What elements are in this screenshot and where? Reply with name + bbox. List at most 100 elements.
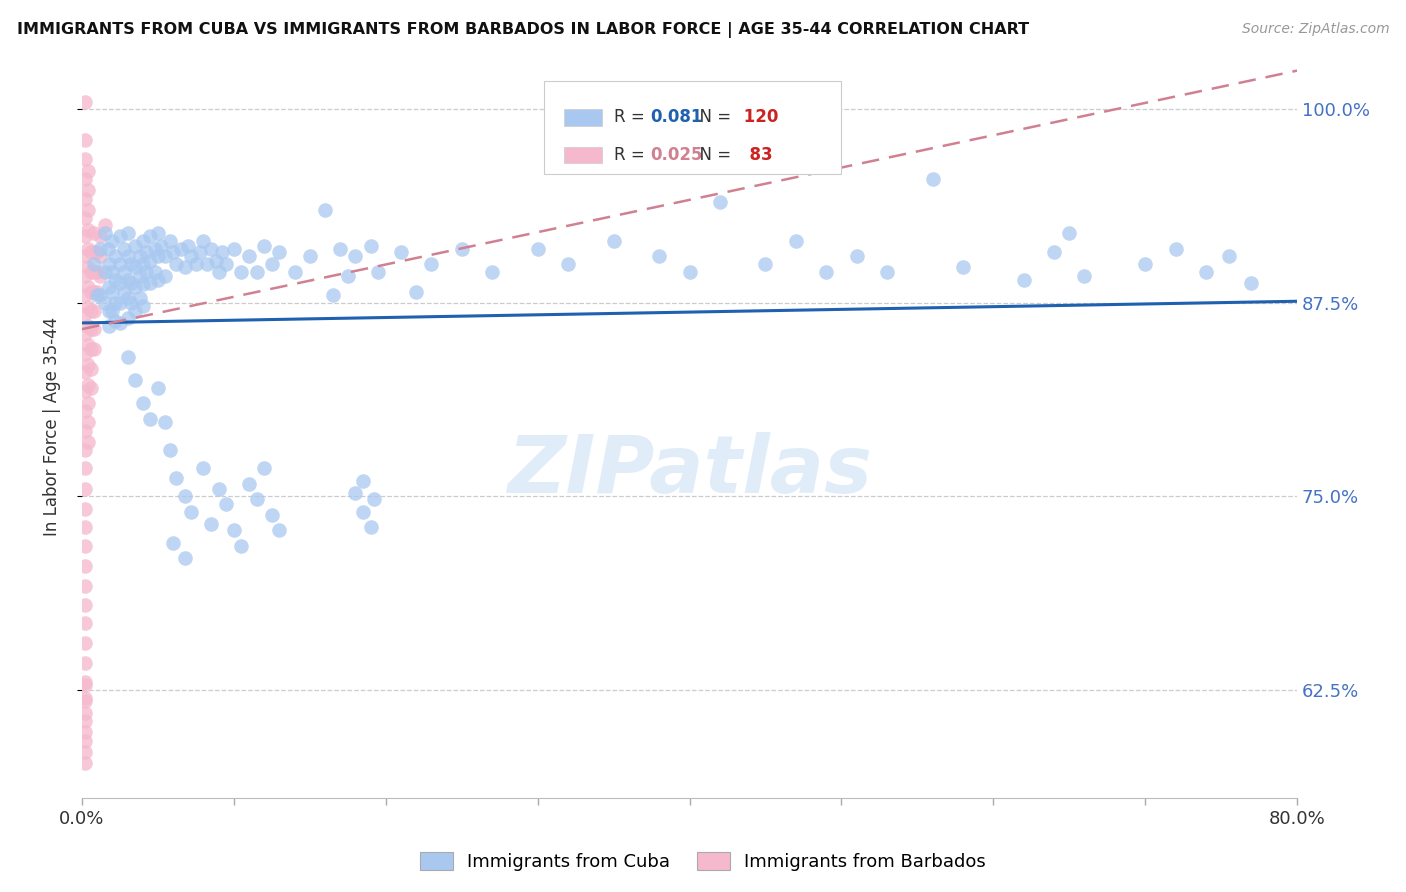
Text: IMMIGRANTS FROM CUBA VS IMMIGRANTS FROM BARBADOS IN LABOR FORCE | AGE 35-44 CORR: IMMIGRANTS FROM CUBA VS IMMIGRANTS FROM … bbox=[17, 22, 1029, 38]
Text: R =: R = bbox=[614, 146, 650, 164]
Point bbox=[73, 558, 96, 573]
Point bbox=[131, 396, 153, 410]
Point bbox=[73, 616, 96, 631]
Point bbox=[83, 285, 105, 299]
Point bbox=[83, 244, 105, 259]
Point bbox=[73, 269, 96, 284]
Point bbox=[80, 343, 103, 357]
Point bbox=[117, 272, 139, 286]
Point bbox=[190, 244, 212, 259]
Point bbox=[73, 539, 96, 553]
Point bbox=[83, 303, 105, 318]
Point bbox=[114, 242, 136, 256]
Point bbox=[159, 234, 181, 248]
Point bbox=[845, 249, 868, 263]
Point bbox=[73, 734, 96, 748]
Point bbox=[146, 381, 169, 395]
Point bbox=[86, 285, 108, 299]
Point bbox=[165, 257, 187, 271]
Point bbox=[77, 377, 100, 392]
Point bbox=[557, 257, 579, 271]
Point bbox=[77, 318, 100, 333]
Point bbox=[124, 238, 146, 252]
Point bbox=[284, 265, 307, 279]
Point bbox=[80, 265, 103, 279]
Point bbox=[80, 362, 103, 376]
Point bbox=[117, 311, 139, 326]
Point bbox=[108, 295, 131, 310]
Point bbox=[73, 745, 96, 759]
Point bbox=[77, 223, 100, 237]
Point bbox=[98, 280, 121, 294]
Point bbox=[89, 242, 111, 256]
Point bbox=[83, 265, 105, 279]
Legend: Immigrants from Cuba, Immigrants from Barbados: Immigrants from Cuba, Immigrants from Ba… bbox=[413, 846, 993, 879]
Point bbox=[73, 724, 96, 739]
Text: 0.025: 0.025 bbox=[651, 146, 703, 164]
Point bbox=[128, 291, 150, 305]
Point bbox=[193, 234, 215, 248]
Point bbox=[526, 242, 548, 256]
Point bbox=[648, 249, 671, 263]
Point bbox=[231, 539, 253, 553]
Point bbox=[73, 192, 96, 206]
Point bbox=[73, 675, 96, 690]
Text: 120: 120 bbox=[738, 108, 779, 127]
Point bbox=[352, 474, 374, 488]
Point bbox=[215, 497, 238, 511]
Point bbox=[77, 183, 100, 197]
Point bbox=[73, 229, 96, 244]
Point bbox=[450, 242, 472, 256]
Point bbox=[73, 133, 96, 147]
Point bbox=[120, 257, 142, 271]
Point bbox=[921, 172, 943, 186]
Point bbox=[180, 249, 202, 263]
Point bbox=[481, 265, 503, 279]
Point bbox=[80, 381, 103, 395]
Point bbox=[77, 396, 100, 410]
Point bbox=[73, 211, 96, 225]
Point bbox=[101, 265, 124, 279]
Point bbox=[89, 229, 111, 244]
Point bbox=[329, 242, 352, 256]
Point bbox=[124, 260, 146, 275]
Point bbox=[165, 471, 187, 485]
Point bbox=[143, 242, 166, 256]
Point bbox=[77, 337, 100, 351]
Point bbox=[73, 366, 96, 380]
Point bbox=[120, 295, 142, 310]
Point bbox=[117, 350, 139, 364]
Point bbox=[73, 288, 96, 302]
Point bbox=[108, 257, 131, 271]
Point bbox=[86, 288, 108, 302]
Point bbox=[195, 257, 218, 271]
Point bbox=[77, 301, 100, 315]
Point bbox=[77, 415, 100, 429]
Point bbox=[1133, 257, 1156, 271]
Point bbox=[1240, 276, 1263, 290]
Point bbox=[215, 257, 238, 271]
Point bbox=[73, 693, 96, 707]
Point bbox=[77, 280, 100, 294]
FancyBboxPatch shape bbox=[544, 81, 841, 174]
Point bbox=[101, 303, 124, 318]
Point bbox=[89, 269, 111, 284]
Text: 0.081: 0.081 bbox=[651, 108, 703, 127]
Point bbox=[155, 269, 177, 284]
Point bbox=[89, 249, 111, 263]
Point bbox=[101, 285, 124, 299]
Point bbox=[139, 254, 162, 268]
Point bbox=[86, 244, 108, 259]
Point bbox=[80, 322, 103, 336]
Point bbox=[269, 524, 291, 538]
Point bbox=[238, 476, 260, 491]
Point bbox=[174, 260, 197, 275]
Point bbox=[104, 272, 127, 286]
Point bbox=[146, 226, 169, 240]
Text: N =: N = bbox=[689, 108, 737, 127]
Point bbox=[124, 373, 146, 387]
Point bbox=[146, 249, 169, 263]
Point bbox=[162, 244, 184, 259]
Point bbox=[709, 195, 731, 210]
Point bbox=[80, 244, 103, 259]
